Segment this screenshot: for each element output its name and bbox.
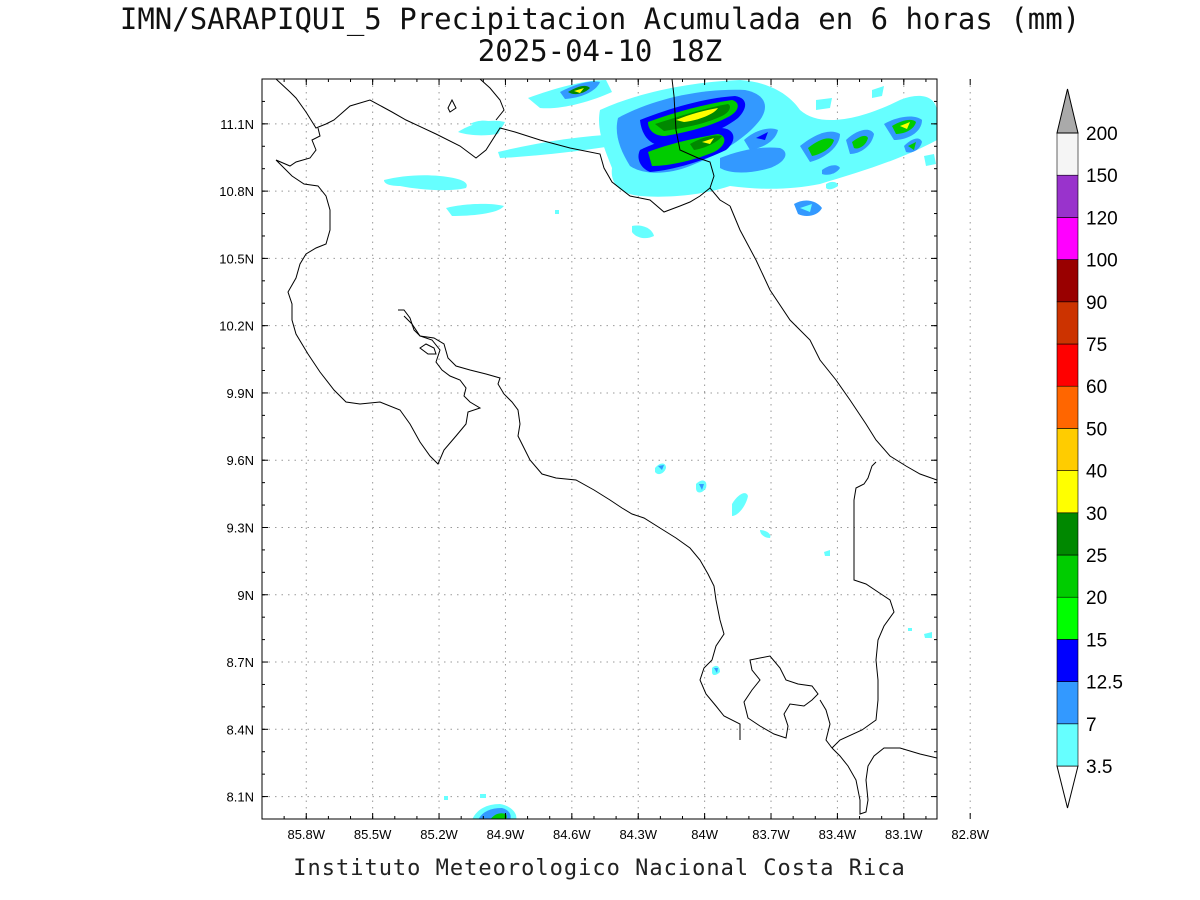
colorbar-level-label: 30 (1086, 504, 1107, 525)
colorbar-level-label: 12.5 (1086, 673, 1123, 694)
colorbar-swatch (1056, 554, 1079, 598)
coastline-borders (275, 79, 937, 815)
colorbar-level-label: 3.5 (1086, 757, 1112, 778)
lon-tick-label: 84.9W (487, 827, 525, 842)
island-lake (447, 98, 457, 113)
lat-tick-label: 10.8N (219, 184, 254, 199)
nicaragua-border (671, 79, 731, 207)
lon-tick-label: 85.5W (354, 827, 392, 842)
colorbar-level-label: 25 (1086, 546, 1107, 567)
nicoya-island (419, 343, 437, 355)
colorbar: 3.5 7 12.5 15 20 25 30 40 50 60 75 90 100 120 150 200 (1056, 88, 1123, 809)
panama-coast (831, 747, 937, 815)
lat-tick-label: 9.9N (227, 386, 254, 401)
colorbar-swatch (1056, 596, 1079, 640)
panama-border (831, 461, 895, 749)
lat-tick-label: 9.3N (227, 520, 254, 535)
colorbar-swatch (1056, 385, 1079, 429)
colorbar-swatch (1056, 512, 1079, 556)
lat-tick-label: 10.5N (219, 251, 254, 266)
colorbar-swatch (1056, 301, 1079, 345)
colorbar-level-label: 60 (1086, 377, 1107, 398)
lon-tick-label: 85.8W (287, 827, 325, 842)
colorbar-level-label: 150 (1086, 166, 1118, 187)
lake-nicaragua-shore (479, 79, 505, 121)
grid-lines (262, 79, 971, 819)
rain-spots-northwest (384, 175, 654, 239)
colorbar-level-label: 50 (1086, 419, 1107, 440)
lat-tick-label: 9N (237, 588, 254, 603)
colorbar-swatch (1056, 681, 1079, 725)
plot-frame (261, 78, 938, 820)
colorbar-swatch (1056, 723, 1079, 767)
lon-tick-label: 84.6W (553, 827, 591, 842)
map-title: IMN/SARAPIQUI_5 Precipitacion Acumulada … (119, 2, 1081, 36)
colorbar-level-label: 120 (1086, 208, 1118, 229)
lat-tick-label: 8.7N (227, 655, 254, 670)
colorbar-level-label: 100 (1086, 251, 1118, 272)
golfo-dulce (819, 699, 833, 749)
rain-spots-central (655, 463, 932, 675)
colorbar-swatch (1056, 470, 1079, 514)
colorbar-swatch (1056, 428, 1079, 471)
colorbar-swatch (1056, 343, 1079, 387)
lon-tick-label: 84W (691, 827, 718, 842)
colorbar-swatch (1056, 259, 1079, 303)
colorbar-level-label: 15 (1086, 630, 1107, 651)
lon-tick-label: 84.3W (619, 827, 657, 842)
colorbar-level-label: 40 (1086, 462, 1107, 483)
lon-tick-label: 82.8W (951, 827, 989, 842)
colorbar-swatch (1056, 217, 1079, 260)
lat-tick-label: 9.6N (227, 453, 254, 468)
nicoya-peninsula (275, 127, 482, 465)
lat-tick-label: 10.2N (219, 319, 254, 334)
map-datetime: 2025-04-10 18Z (477, 34, 723, 68)
lon-tick-label: 85.2W (420, 827, 458, 842)
colorbar-level-label: 200 (1086, 124, 1118, 145)
lat-tick-label: 8.4N (227, 722, 254, 737)
colorbar-below-arrow (1056, 765, 1079, 809)
colorbar-swatch (1056, 132, 1079, 176)
lon-tick-label: 83.4W (819, 827, 857, 842)
gulf-nicoya-coast (403, 315, 741, 740)
lat-tick-label: 11.1N (220, 117, 254, 132)
colorbar-level-label: 90 (1086, 293, 1107, 314)
colorbar-level-label: 75 (1086, 335, 1107, 356)
axis-ticks: 85.8W 85.5W 85.2W 84.9W 84.6W 84.3W 84W 83.7W 83… (219, 78, 990, 842)
footer-credit: Instituto Meteorologico Nacional Costa R… (293, 856, 906, 881)
costa-rica-caribbean-coast (729, 205, 937, 481)
rain-band-north (458, 80, 937, 216)
colorbar-swatch (1056, 639, 1079, 682)
lon-tick-label: 83.7W (752, 827, 790, 842)
colorbar-level-label: 7 (1086, 715, 1097, 736)
colorbar-level-label: 20 (1086, 588, 1107, 609)
osa-peninsula (743, 655, 819, 739)
colorbar-above-arrow (1056, 88, 1079, 134)
colorbar-swatch (1056, 174, 1079, 218)
lat-tick-label: 8.1N (227, 790, 254, 805)
nicaragua-coast (275, 79, 711, 213)
lon-tick-label: 83.1W (885, 827, 923, 842)
